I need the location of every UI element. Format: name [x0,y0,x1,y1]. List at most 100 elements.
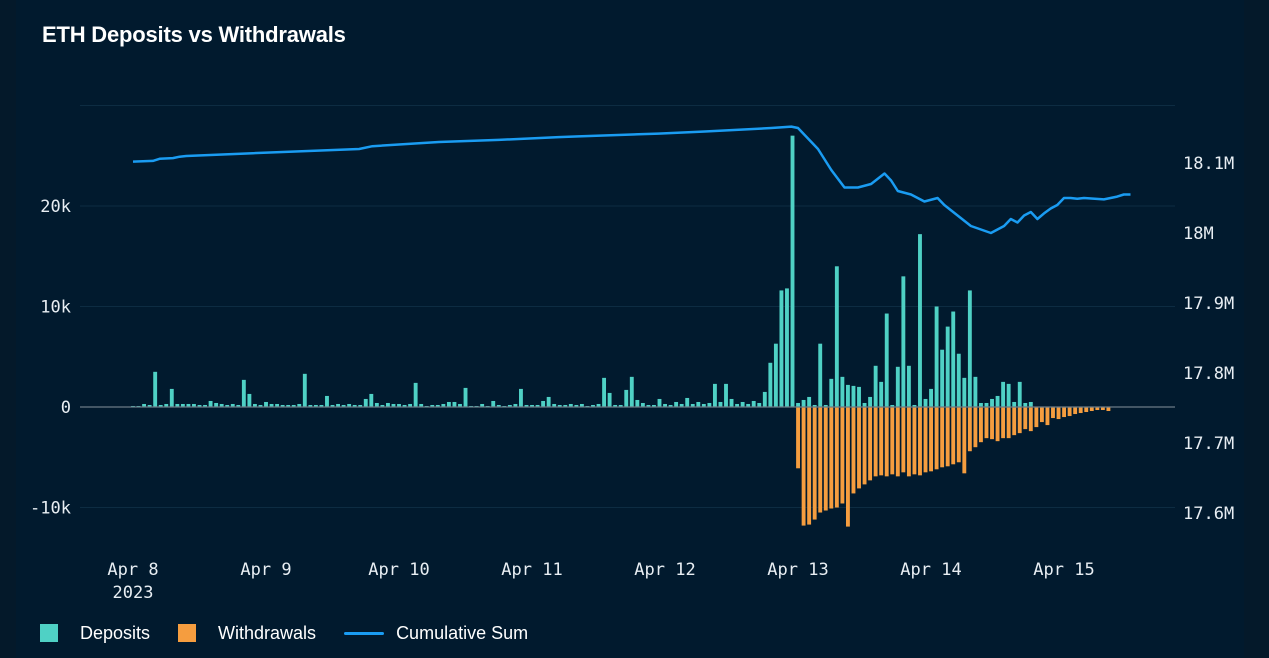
withdrawal-bar [1028,407,1033,432]
deposit-bar [1017,381,1022,407]
y-left-tick-label: -10k [30,499,71,519]
withdrawal-bar [1095,407,1100,411]
deposit-bar [851,385,856,407]
withdrawals-swatch [178,624,197,642]
withdrawal-bar [984,407,989,439]
deposit-bar [142,403,147,407]
deposit-bar [430,404,435,407]
legend: Deposits Withdrawals Cumulative Sum [40,621,556,645]
deposit-bar [546,396,551,407]
deposit-bar [169,388,174,407]
withdrawal-bar [956,407,961,463]
deposit-bar [491,400,496,407]
legend-label-cumulative: Cumulative Sum [396,622,529,643]
deposit-bar [408,403,413,407]
deposit-bar [951,311,956,407]
deposit-bar [818,343,823,407]
deposit-bar [729,398,734,407]
deposit-bar [956,353,961,407]
withdrawal-bar [929,407,934,472]
deposit-bar [319,404,324,407]
y-right-tick-label: 17.8M [1183,364,1234,384]
deposit-bar [380,404,385,407]
deposit-bar [480,403,485,407]
withdrawal-bar [823,407,828,511]
deposit-bar [602,377,607,407]
deposit-bar [796,402,800,407]
deposit-bar [912,404,917,407]
withdrawal-bar [1067,407,1072,417]
deposit-bar [308,404,313,407]
deposit-bar [945,326,950,407]
deposit-bar [341,404,346,407]
deposit-bar [929,388,934,407]
deposit-bar [674,401,679,407]
deposit-bar [214,402,219,407]
withdrawal-bar [990,407,994,440]
withdrawal-bar [840,407,845,504]
deposit-bar [197,404,202,407]
deposit-bar [252,403,257,407]
deposit-bar [973,376,978,407]
deposit-bar [840,376,845,407]
deposit-bar [768,362,773,407]
withdrawal-bar [807,407,812,525]
deposit-bar [895,366,900,407]
deposit-bar [164,403,169,407]
deposit-bar [712,383,717,407]
deposit-bar [663,403,667,407]
deposit-bar [452,401,457,407]
deposits-swatch [40,624,58,642]
deposit-bar [291,404,296,407]
legend-item-cumulative[interactable]: Cumulative Sum [344,623,528,644]
withdrawal-bar [801,407,806,526]
deposit-bar [773,343,778,407]
deposit-bar [834,266,839,407]
deposit-bar [568,403,573,407]
deposit-bar [147,404,152,407]
deposit-bar [668,404,673,407]
deposit-bar [618,404,623,407]
withdrawal-bar [934,407,939,470]
deposit-bar [845,384,850,407]
deposit-bar [325,395,329,407]
withdrawal-bar [901,407,906,473]
legend-label-deposits: Deposits [80,622,151,643]
deposit-bar [496,404,501,407]
withdrawal-bar [951,407,956,465]
legend-item-withdrawals[interactable]: Withdrawals [178,623,316,644]
deposit-bar [995,395,1000,407]
deposit-bar [397,403,401,407]
deposit-bar [203,404,207,407]
deposit-bar [446,401,451,407]
withdrawal-bar [1001,407,1006,439]
deposit-bar [613,404,618,407]
deposit-bar [762,391,767,407]
withdrawal-bar [1084,407,1089,413]
deposit-bar [419,403,424,407]
withdrawal-bar [1045,407,1050,426]
deposit-bar [175,403,180,407]
deposit-bar [302,373,307,407]
withdrawal-bar [1078,407,1083,414]
deposit-bar [391,403,396,407]
deposit-bar [868,396,873,407]
deposit-bar [940,349,945,407]
deposit-bar [236,404,241,407]
y-right-tick-label: 17.6M [1183,504,1234,524]
withdrawal-bar [1051,407,1055,419]
deposit-bar [463,387,468,407]
y-right-tick-label: 17.9M [1183,294,1234,314]
deposit-bar [192,403,196,407]
deposit-bar [541,400,546,407]
deposit-bar [369,393,374,407]
deposit-bar [979,402,983,407]
deposit-bar [923,398,928,407]
deposit-bar [785,288,789,407]
x-tick-label: Apr 8 [107,560,158,580]
deposit-bar [596,403,601,407]
withdrawal-bar [1017,407,1022,434]
deposit-bar [258,404,263,407]
legend-item-deposits[interactable]: Deposits [40,623,150,644]
withdrawal-bar [973,407,978,448]
